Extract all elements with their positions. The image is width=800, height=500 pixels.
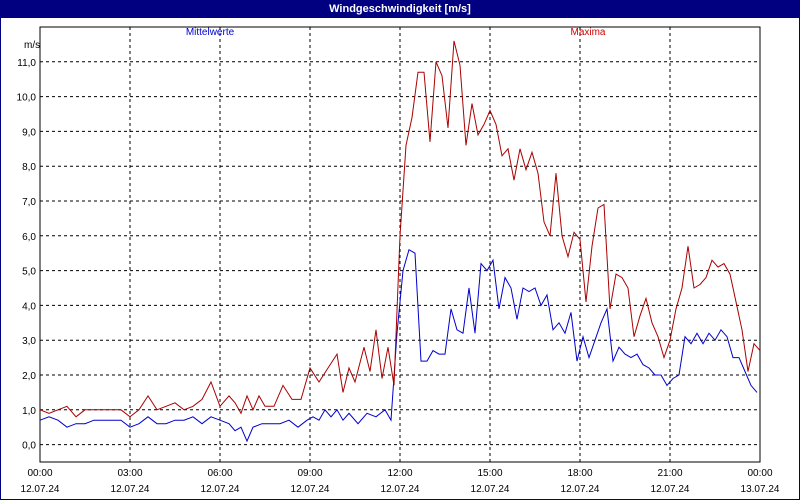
y-tick-label: 7,0	[22, 197, 36, 208]
x-tick-time: 15:00	[477, 468, 502, 479]
x-tick-time: 00:00	[27, 468, 52, 479]
y-tick-label: 2,0	[22, 371, 36, 382]
x-tick-date: 12.07.24	[21, 484, 60, 495]
x-tick-date: 12.07.24	[291, 484, 330, 495]
x-tick-time: 12:00	[387, 468, 412, 479]
y-tick-label: 11,0	[17, 58, 36, 69]
y-tick-label: 1,0	[22, 406, 36, 417]
x-tick-time: 03:00	[117, 468, 142, 479]
grid	[40, 27, 760, 462]
x-tick-time: 21:00	[657, 468, 682, 479]
x-tick-time: 00:00	[747, 468, 772, 479]
y-tick-label: 0,0	[22, 441, 36, 452]
x-tick-date: 12.07.24	[561, 484, 600, 495]
window-title: Windgeschwindigkeit [m/s]	[0, 0, 800, 18]
y-tick-label: 8,0	[22, 162, 36, 173]
x-tick-date: 12.07.24	[201, 484, 240, 495]
x-tick-time: 09:00	[297, 468, 322, 479]
legend-maxima: Maxima	[570, 27, 605, 38]
series-mittelwerte-line	[39, 248, 758, 443]
y-tick-label: 5,0	[22, 267, 36, 278]
y-tick-label: 9,0	[22, 127, 36, 138]
x-tick-date: 12.07.24	[111, 484, 150, 495]
x-tick-date: 12.07.24	[471, 484, 510, 495]
y-tick-label: 6,0	[22, 232, 36, 243]
plot-area	[39, 26, 761, 463]
y-tick-label: 10,0	[17, 93, 37, 104]
y-tick-label: 4,0	[22, 301, 36, 312]
x-tick-time: 06:00	[207, 468, 232, 479]
x-tick-time: 18:00	[567, 468, 592, 479]
series	[39, 40, 761, 443]
x-tick-date: 12.07.24	[381, 484, 420, 495]
x-tick-date: 13.07.24	[741, 484, 780, 495]
axis-ticks: 0,0 1,0 2,0 3,0 4,0 5,0 6,0 7,0 8,0 9,0 10,0 11,0 00…	[17, 58, 780, 495]
series-maxima-line	[39, 40, 761, 418]
legend-mittelwerte: Mittelwerte	[186, 27, 235, 38]
y-axis-label: m/s	[24, 40, 40, 51]
y-tick-label: 3,0	[22, 336, 36, 347]
x-tick-date: 12.07.24	[651, 484, 690, 495]
